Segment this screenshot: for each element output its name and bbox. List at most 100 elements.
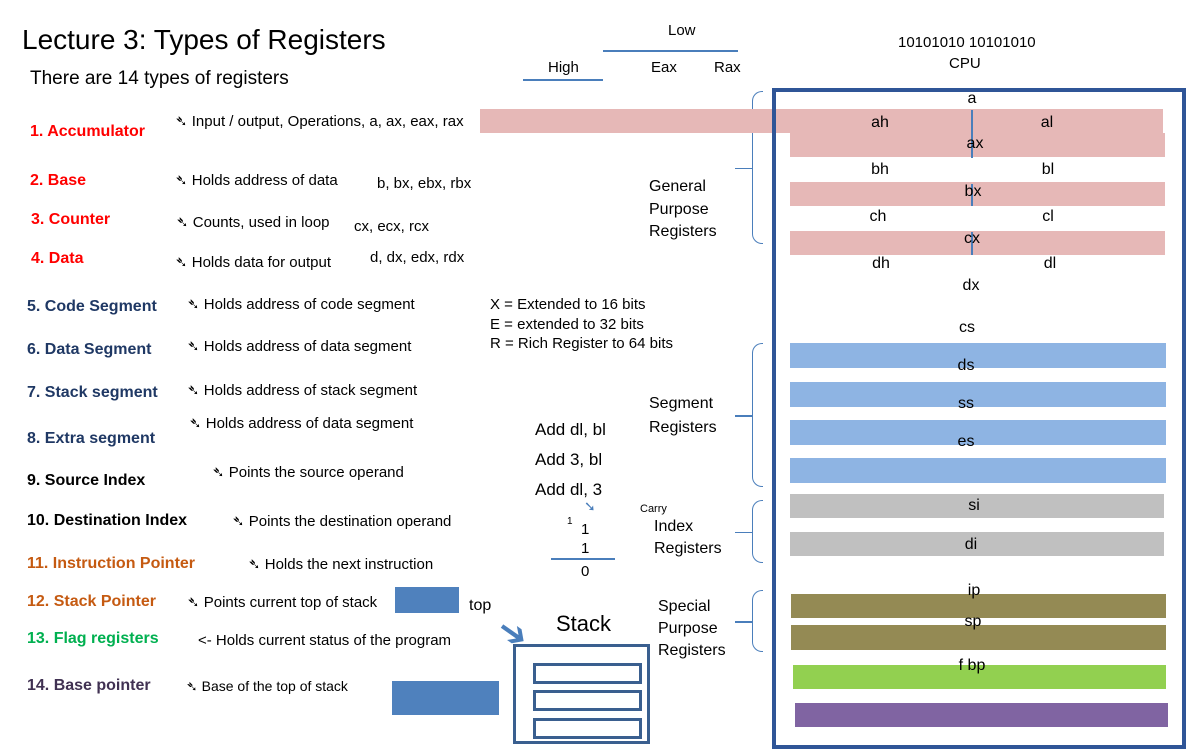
divider (603, 50, 738, 52)
register-desc: ➴ Base of the top of stack (186, 678, 348, 695)
cpu-label: CPU (949, 55, 981, 72)
register-name: 7. Stack segment (27, 384, 158, 401)
bullet-icon: ➴ (176, 214, 193, 231)
page-title: Lecture 3: Types of Registers (22, 24, 386, 55)
group-text: Registers (654, 540, 722, 557)
bullet-icon: ➴ (187, 382, 204, 399)
group-text: General (649, 178, 706, 195)
group-text: Index (654, 518, 694, 535)
sum-result: 0 (581, 563, 590, 580)
high-label: High (548, 59, 579, 76)
desc-text: Holds address of code segment (203, 296, 415, 313)
register-desc: ➴ Points the destination operand (232, 512, 451, 530)
brace-index (735, 500, 763, 563)
addend-a: 1 (581, 521, 590, 538)
reg-label: f bp (958, 657, 986, 674)
ds-bar (790, 382, 1166, 407)
reg-label: dh (872, 255, 890, 272)
desc-text: Holds address of stack segment (203, 382, 418, 399)
reg-label: bx (964, 183, 982, 200)
eax-label: Eax (651, 59, 677, 76)
desc-text: Holds address of data segment (205, 415, 414, 432)
group-general: General Purpose Registers (649, 176, 717, 244)
register-desc: ➴ Holds address of code segment (187, 295, 415, 313)
register-name: 2. Base (30, 172, 87, 189)
register-desc: ➴ Points current top of stack (187, 593, 377, 611)
register-name: 3. Counter (31, 211, 111, 228)
bp-bar (795, 703, 1168, 727)
reg-label: cx (964, 230, 980, 247)
bits-label: 10101010 10101010 (898, 34, 1036, 51)
reg-label: ch (869, 208, 887, 225)
desc-text: Points the source operand (228, 464, 404, 481)
group-text: Purpose (649, 200, 709, 218)
group-special: Special Purpose Registers (658, 596, 726, 662)
add-line: Add dl, 3 (535, 480, 603, 499)
bullet-icon: ➴ (248, 556, 265, 573)
ss-bar (790, 420, 1166, 445)
reg-label: sp (964, 613, 982, 630)
reg-label: ax (966, 135, 984, 152)
stack-pointer-box (395, 587, 459, 613)
bullet-icon: ➴ (187, 594, 204, 611)
register-desc: ➴ Holds address of data (175, 171, 338, 189)
bullet-icon: ➴ (232, 513, 249, 530)
register-desc: ➴ Points the source operand (212, 463, 404, 481)
reg-label: ds (957, 357, 975, 374)
register-name: 12. Stack Pointer (27, 593, 156, 610)
register-name: 14. Base pointer (27, 677, 151, 694)
bullet-icon: ➴ (189, 415, 206, 432)
group-text: Purpose (658, 620, 718, 637)
register-variants: cx, ecx, rcx (354, 218, 430, 235)
brace-segment (735, 343, 763, 487)
add-line: Add 3, bl (535, 450, 603, 469)
reg-label: dx (962, 277, 980, 294)
register-desc: ➴ Counts, used in loop (176, 213, 330, 231)
reg-label: di (964, 536, 978, 553)
group-text: Registers (649, 223, 717, 240)
bullet-icon: ➴ (175, 254, 192, 271)
add-line: Add dl, bl (535, 420, 606, 439)
group-text: Registers (658, 642, 726, 659)
split-line (971, 232, 973, 255)
stack-slot (533, 690, 642, 711)
es-bar (790, 458, 1166, 483)
stack-box (513, 644, 650, 744)
desc-text: Base of the top of stack (201, 678, 348, 694)
split-line (971, 110, 973, 158)
register-name: 11. Instruction Pointer (27, 555, 196, 572)
reg-label: bh (871, 161, 889, 178)
carry-label: Carry (640, 503, 667, 515)
di-bar (790, 532, 1164, 556)
reg-label: si (968, 497, 980, 514)
reg-label: ip (967, 582, 981, 599)
desc-text: Counts, used in loop (192, 214, 330, 231)
note-x: X = Extended to 16 bits (490, 296, 646, 313)
stack-label: Stack (556, 611, 612, 636)
low-label: Low (668, 22, 696, 39)
bullet-icon: ➴ (187, 338, 204, 355)
register-name: 6. Data Segment (27, 341, 152, 358)
register-desc: <- Holds current status of the program (198, 632, 452, 649)
sum-line (551, 558, 615, 560)
group-text: Special (658, 598, 711, 615)
bullet-icon: ➴ (187, 296, 204, 313)
register-desc: ➴ Holds the next instruction (248, 555, 433, 573)
desc-text: Holds the next instruction (264, 556, 434, 573)
register-name: 1. Accumulator (30, 123, 145, 140)
reg-label: es (957, 433, 975, 450)
bullet-icon: ➴ (175, 113, 192, 130)
desc-text: Points the destination operand (248, 513, 452, 530)
group-segment: Segment Registers (649, 392, 717, 440)
flags-bar (793, 665, 1166, 689)
bx-bar (790, 182, 1165, 206)
reg-label: al (1040, 114, 1054, 131)
bullet-icon: ➴ (186, 678, 202, 694)
reg-label: bl (1041, 161, 1055, 178)
register-variants: b, bx, ebx, rbx (377, 175, 472, 192)
divider (523, 79, 603, 81)
subtitle: There are 14 types of registers (30, 68, 289, 89)
cs-bar (790, 343, 1166, 368)
register-variants: d, dx, edx, rdx (370, 249, 465, 266)
register-desc: ➴ Holds address of data segment (187, 337, 411, 355)
